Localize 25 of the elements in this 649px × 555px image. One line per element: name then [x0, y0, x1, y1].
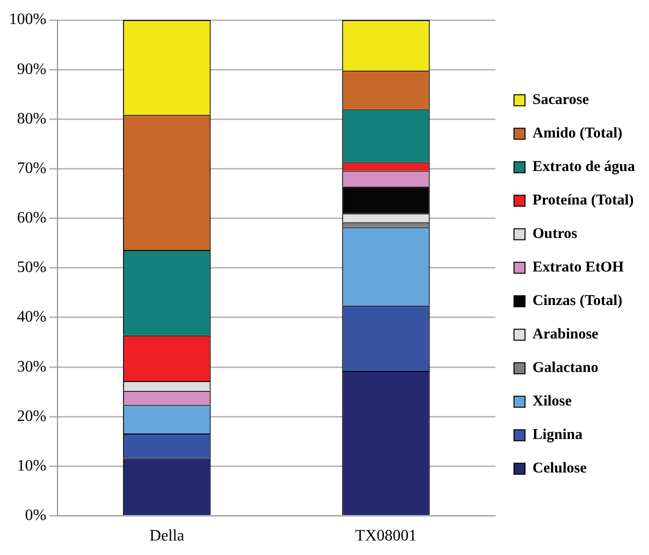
legend-label: Arabinose [532, 326, 599, 343]
y-tick-label: 80% [17, 110, 46, 128]
legend-label: Extrato EtOH [532, 260, 624, 276]
legend-label: Amido (Total) [532, 126, 622, 142]
legend-label: Galactano [532, 360, 598, 376]
y-tick-label: 30% [17, 358, 46, 376]
legend-label: Xilose [532, 394, 572, 410]
legend-label: Lignina [532, 427, 584, 444]
legend-label: Sacarose [532, 92, 590, 108]
legend-label: Cinzas (Total) [532, 293, 622, 310]
y-tick-label: 70% [17, 160, 46, 177]
x-tick-label: Della [150, 528, 184, 545]
legend-label: Outros [532, 226, 578, 242]
y-tick-label: 60% [17, 210, 46, 227]
legend-label: Proteína (Total) [532, 192, 634, 209]
legend-label: Extrato de água [532, 159, 636, 176]
y-tick-label: 0% [25, 507, 46, 524]
y-tick-label: 50% [17, 259, 46, 276]
legend-label: Celulose [532, 460, 588, 477]
y-tick-label: 40% [17, 308, 46, 326]
y-tick-label: 10% [17, 457, 46, 474]
x-tick-label: TX08001 [355, 528, 417, 545]
y-tick-label: 20% [17, 408, 46, 425]
y-tick-label: 90% [17, 60, 46, 78]
y-tick-label: 100% [9, 11, 46, 28]
